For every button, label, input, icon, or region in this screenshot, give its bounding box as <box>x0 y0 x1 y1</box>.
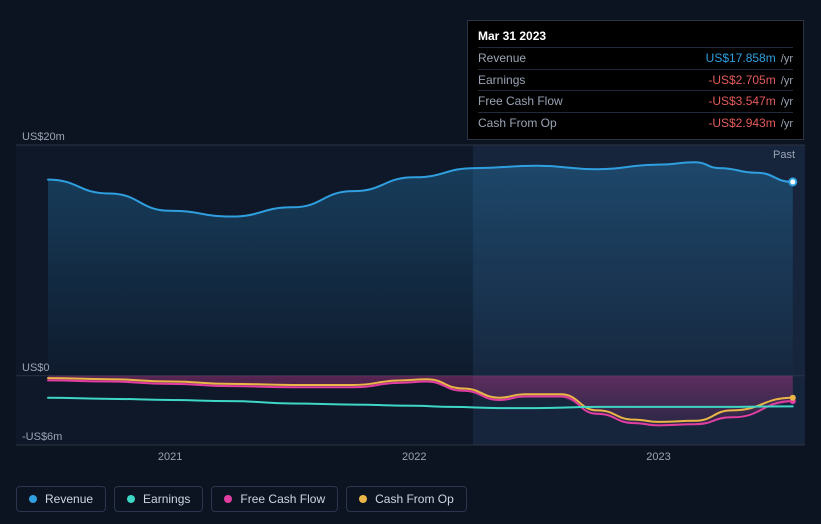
legend-item[interactable]: Earnings <box>114 486 203 512</box>
legend-label: Free Cash Flow <box>240 492 325 506</box>
tooltip-metric-value: -US$3.547m /yr <box>708 92 793 111</box>
tooltip-metric-label: Earnings <box>478 71 525 90</box>
tooltip-row: Free Cash Flow -US$3.547m /yr <box>478 90 793 112</box>
tooltip-metric-value: US$17.858m /yr <box>706 49 793 68</box>
y-axis-tick-label: US$20m <box>22 131 65 143</box>
tooltip-row: Revenue US$17.858m /yr <box>478 47 793 69</box>
legend-label: Earnings <box>143 492 190 506</box>
tooltip-row: Cash From Op -US$2.943m /yr <box>478 112 793 134</box>
legend-label: Revenue <box>45 492 93 506</box>
x-axis-tick-label: 2021 <box>158 451 182 463</box>
x-axis-tick-label: 2022 <box>402 451 426 463</box>
finance-line-chart[interactable] <box>16 122 805 462</box>
tooltip-metric-value: -US$2.705m /yr <box>708 71 793 90</box>
tooltip-metric-label: Free Cash Flow <box>478 92 563 111</box>
legend-dot-icon <box>29 495 37 503</box>
chart-area: Past US$20mUS$0-US$6m202120222023 <box>16 122 805 457</box>
legend-dot-icon <box>127 495 135 503</box>
tooltip-metric-label: Revenue <box>478 49 526 68</box>
legend-item[interactable]: Free Cash Flow <box>211 486 338 512</box>
past-marker-label: Past <box>773 149 795 161</box>
legend-item[interactable]: Revenue <box>16 486 106 512</box>
tooltip-metric-value: -US$2.943m /yr <box>708 114 793 133</box>
chart-legend: Revenue Earnings Free Cash Flow Cash From O… <box>16 486 467 512</box>
tooltip-metric-label: Cash From Op <box>478 114 557 133</box>
legend-label: Cash From Op <box>375 492 454 506</box>
x-axis-tick-label: 2023 <box>646 451 670 463</box>
chart-container: Mar 31 2023 RevenueUS$17.858m /yrEarning… <box>0 0 821 524</box>
y-axis-tick-label: US$0 <box>22 362 50 374</box>
chart-tooltip: Mar 31 2023 RevenueUS$17.858m /yrEarning… <box>467 20 804 140</box>
legend-dot-icon <box>359 495 367 503</box>
legend-dot-icon <box>224 495 232 503</box>
y-axis-tick-label: -US$6m <box>22 431 62 443</box>
tooltip-date: Mar 31 2023 <box>478 27 793 45</box>
legend-item[interactable]: Cash From Op <box>346 486 467 512</box>
tooltip-row: Earnings -US$2.705m /yr <box>478 69 793 91</box>
